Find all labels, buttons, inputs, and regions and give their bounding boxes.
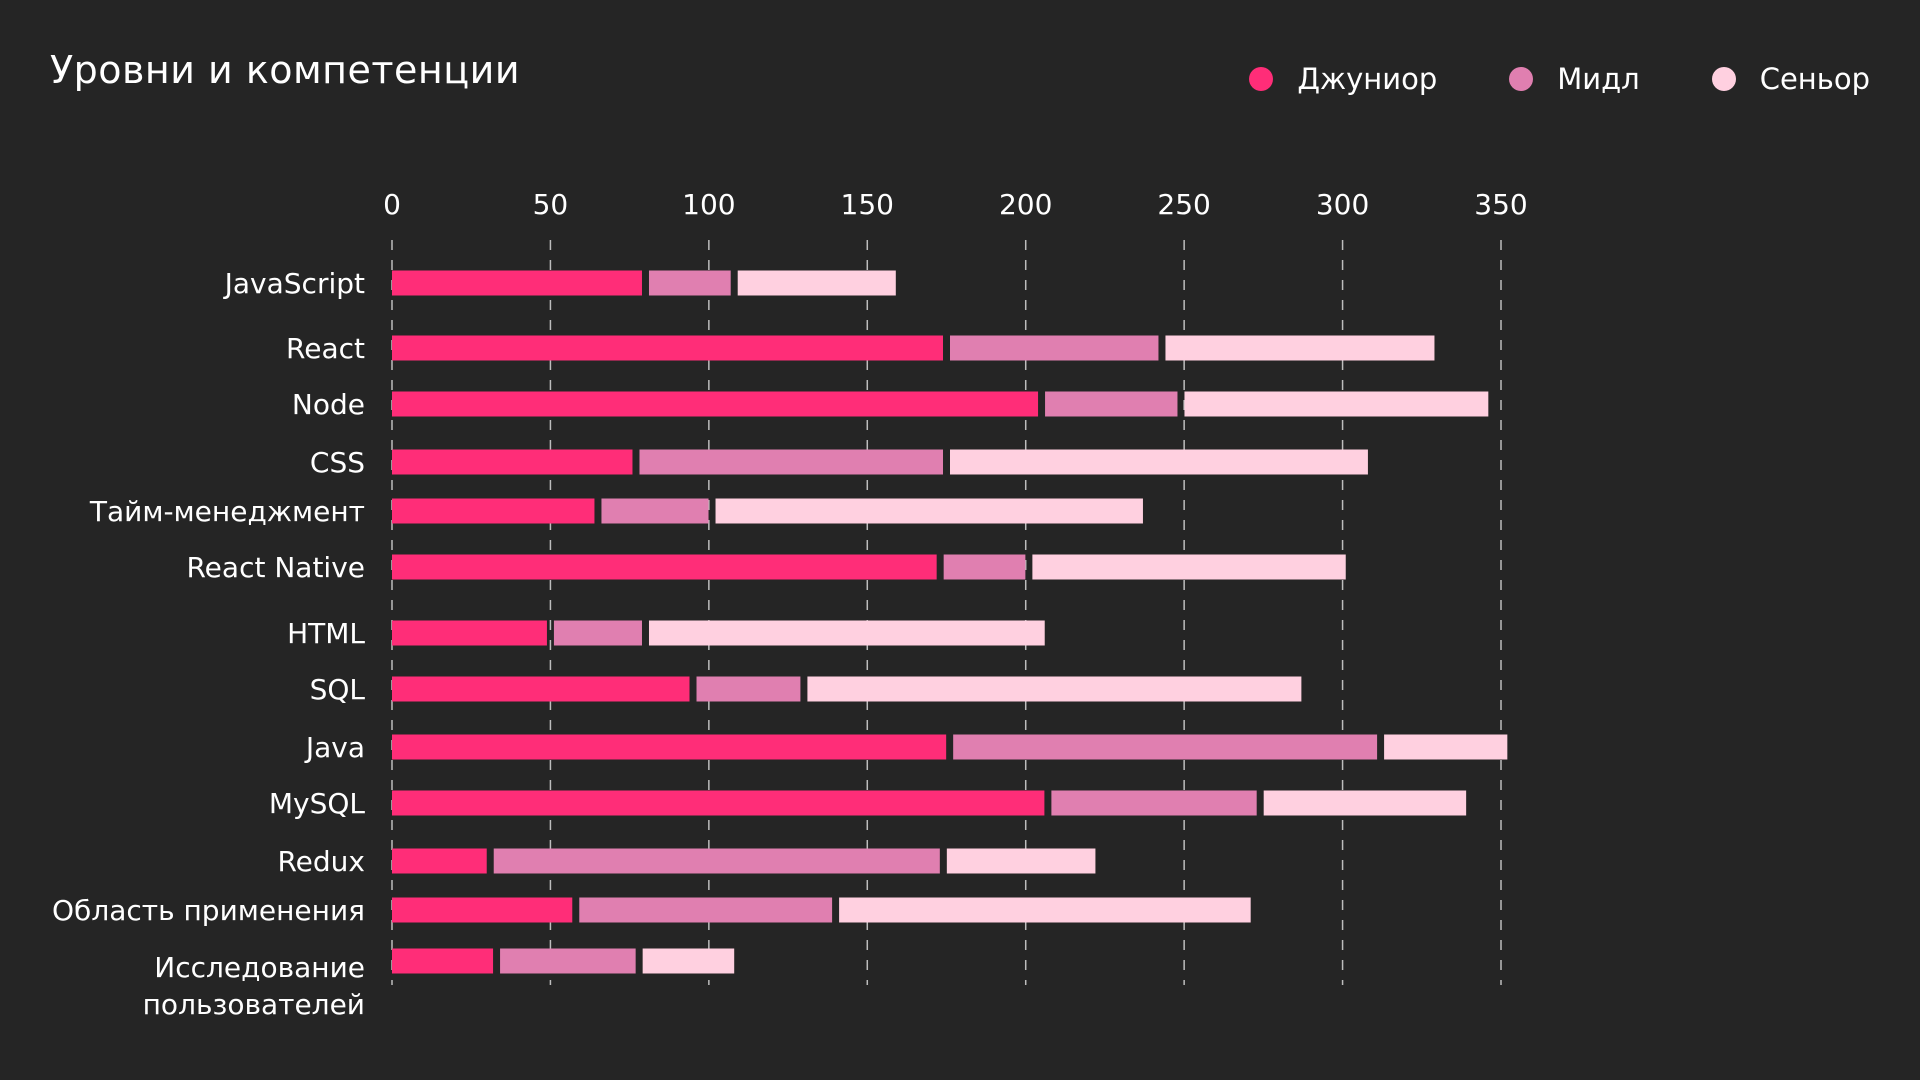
bar-segment-senior (1032, 554, 1346, 580)
x-tick-label: 50 (533, 188, 569, 221)
category-label: Исследование (154, 951, 365, 984)
category-label: Redux (277, 845, 365, 878)
bar-segment-junior (392, 335, 943, 361)
bar-segment-junior (392, 270, 642, 296)
category-label: Node (292, 388, 365, 421)
bar-segment-junior (392, 734, 947, 760)
bar-segment-junior (392, 554, 937, 580)
category-label: React (286, 332, 365, 365)
legend-dot-junior (1249, 67, 1274, 91)
bar-segment-middle (696, 676, 801, 702)
x-tick-label: 200 (999, 188, 1052, 221)
bar-segment-middle (648, 270, 731, 296)
chart-title: Уровни и компетенции (50, 48, 521, 92)
x-tick-label: 150 (841, 188, 894, 221)
bar-segment-junior (392, 449, 633, 475)
bar-segment-middle (953, 734, 1378, 760)
x-tick-label: 250 (1157, 188, 1210, 221)
category-label: Тайм-менеджмент (89, 495, 365, 528)
category-label: Область применения (52, 894, 365, 927)
category-label: HTML (287, 617, 365, 650)
bar-segment-middle (639, 449, 943, 475)
bar-segment-senior (648, 620, 1045, 646)
legend-label-middle: Мидл (1557, 62, 1640, 96)
bar-segment-senior (1263, 790, 1467, 816)
bar-segment-senior (839, 897, 1251, 923)
bar-segment-senior (642, 948, 735, 974)
bar-segment-middle (950, 335, 1159, 361)
bar-segment-senior (1184, 391, 1489, 417)
bar-segment-senior (715, 498, 1143, 524)
bar-segment-junior (392, 948, 494, 974)
bar-segment-middle (579, 897, 833, 923)
bar-segment-middle (553, 620, 642, 646)
category-label: SQL (310, 673, 366, 706)
bar-segment-senior (807, 676, 1302, 702)
bar-segment-junior (392, 620, 547, 646)
bar-segment-junior (392, 848, 487, 874)
x-tick-label: 300 (1316, 188, 1369, 221)
bar-segment-junior (392, 391, 1039, 417)
category-label: CSS (310, 446, 365, 479)
bar-segment-middle (493, 848, 940, 874)
bar-segment-senior (737, 270, 896, 296)
bar-segment-middle (943, 554, 1026, 580)
category-label: MySQL (269, 787, 366, 820)
bar-segment-middle (1045, 391, 1178, 417)
legend-label-junior: Джуниор (1297, 62, 1438, 96)
bar-segment-junior (392, 790, 1045, 816)
legend: Джуниор Мидл Сеньор (1249, 62, 1870, 96)
bar-segment-senior (946, 848, 1096, 874)
category-label: пользователей (143, 988, 365, 1021)
bar-segment-junior (392, 498, 595, 524)
legend-dot-middle (1509, 67, 1534, 91)
bar-segment-senior (1165, 335, 1435, 361)
bar-segment-junior (392, 676, 690, 702)
bar-segment-senior (1384, 734, 1508, 760)
legend-dot-senior (1711, 67, 1736, 91)
bar-segment-middle (500, 948, 636, 974)
x-tick-label: 0 (383, 188, 401, 221)
category-label: Java (304, 731, 365, 764)
category-label: JavaScript (223, 267, 365, 300)
bar-segment-middle (1051, 790, 1257, 816)
legend-item-middle: Мидл (1509, 62, 1640, 96)
bar-segment-junior (392, 897, 573, 923)
x-tick-label: 100 (682, 188, 735, 221)
category-label: React Native (186, 551, 365, 584)
legend-item-senior: Сеньор (1711, 62, 1870, 96)
legend-label-senior: Сеньор (1759, 62, 1870, 96)
x-tick-label: 350 (1474, 188, 1527, 221)
bar-segment-senior (950, 449, 1368, 475)
legend-item-junior: Джуниор (1249, 62, 1437, 96)
bar-segment-middle (601, 498, 709, 524)
